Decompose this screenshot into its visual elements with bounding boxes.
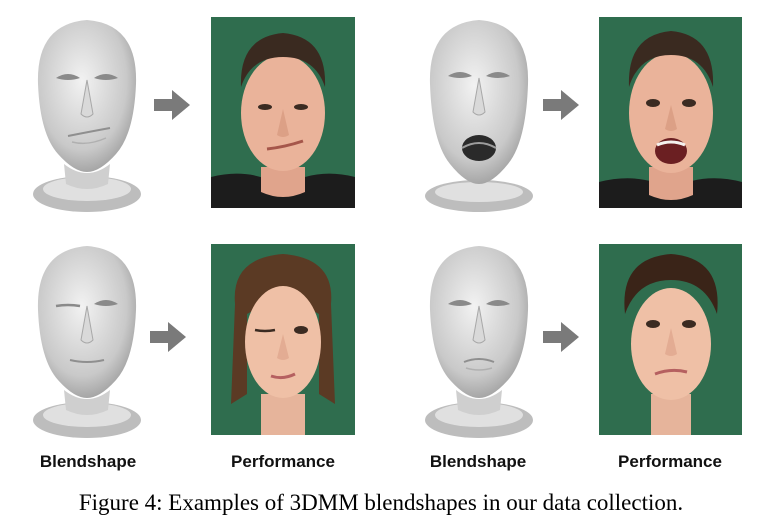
performance-photo-wink [211, 244, 355, 435]
blendshape-mesh-wink [33, 246, 141, 438]
column-label-performance: Performance [618, 452, 722, 471]
column-label-blendshape: Blendshape [429, 452, 527, 471]
performance-photo-lip-bite [599, 244, 742, 435]
arrow-right-icon [154, 90, 190, 120]
blendshape-mesh-smirk [33, 20, 141, 212]
column-label-performance: Performance [231, 452, 335, 471]
column-label-blendshape: Blendshape [39, 452, 137, 471]
performance-photo-open-mouth [599, 17, 742, 208]
performance-photo-smirk [211, 17, 355, 208]
arrow-right-icon [543, 90, 579, 120]
arrow-right-icon [543, 322, 579, 352]
figure-caption: Figure 4: Examples of 3DMM blendshapes i… [78, 490, 684, 515]
blendshape-mesh-lip-bite [425, 246, 533, 438]
arrow-right-icon [150, 322, 186, 352]
blendshape-mesh-open-mouth [425, 20, 533, 212]
